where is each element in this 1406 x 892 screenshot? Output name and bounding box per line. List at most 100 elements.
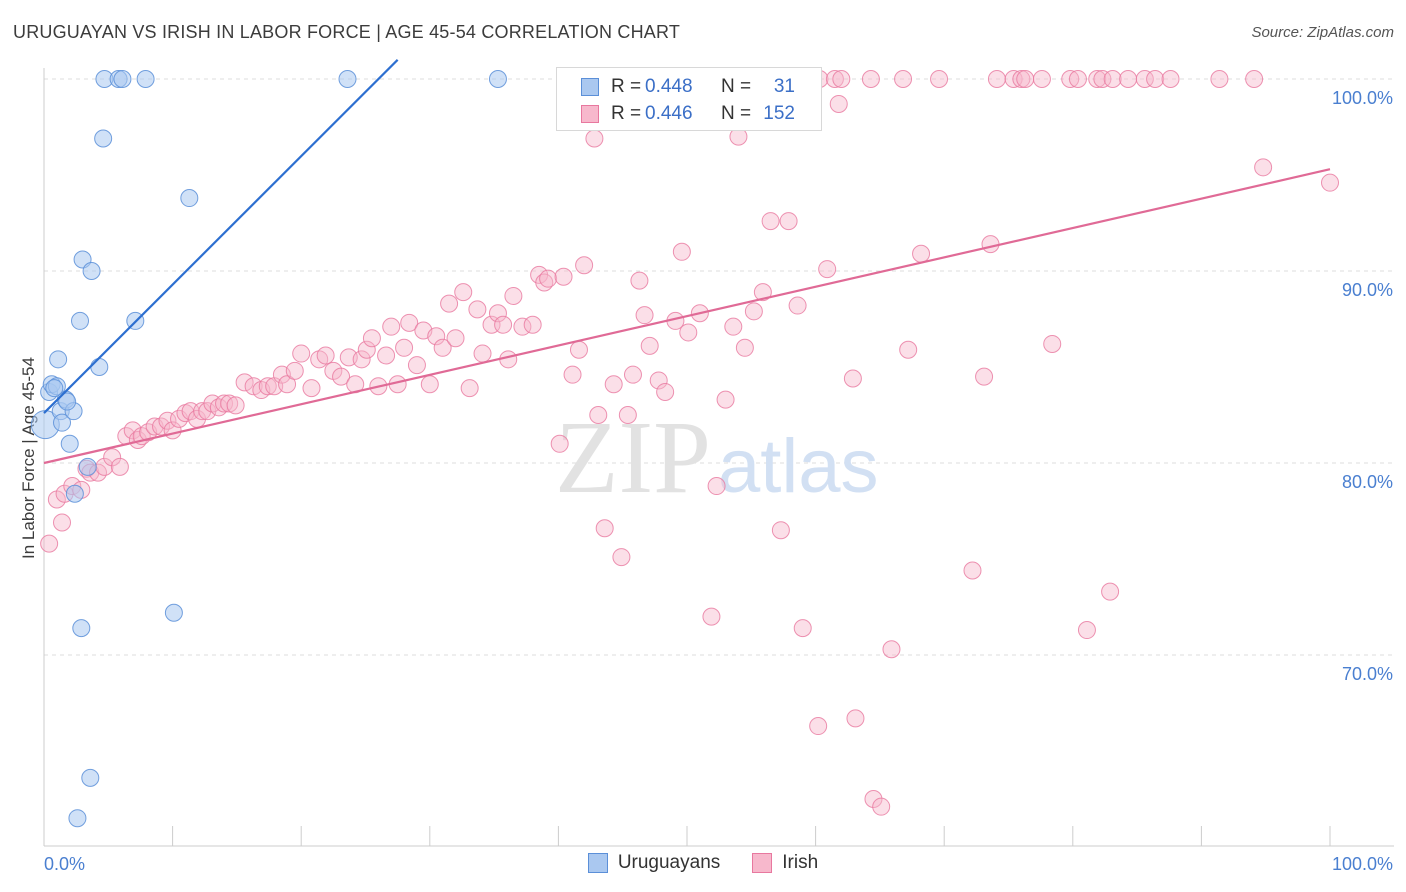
irish-point [569,340,588,359]
irish-point [1012,70,1031,88]
irish-point [1103,70,1122,88]
irish-point [612,548,631,567]
y-tick-label: 70.0% [1342,664,1393,684]
irish-point [623,365,642,384]
irish-point [793,619,812,638]
irish-point [753,283,772,302]
irish-point [618,406,637,424]
irish-point [488,304,507,323]
irish-point [963,561,982,580]
irish-point [771,521,790,540]
legend-row-uruguayans: R = 0.448 N = 31 [581,73,795,101]
irish-point [357,340,376,359]
n-value: 152 [763,103,795,124]
irish-point [1210,70,1229,88]
irish-point [460,379,479,398]
irish-point [302,379,321,398]
irish-point [220,394,239,413]
irish-point [899,340,918,359]
irish-point [40,534,59,553]
irish-point [395,338,414,357]
irish-legend-label: Irish [782,852,819,873]
irish-point [702,607,721,626]
n-label: N = [721,76,752,97]
irish-point [292,344,311,363]
irish-point [504,286,523,305]
irish-point [981,235,1000,254]
irish-point [832,70,851,88]
uruguayan-point [180,189,199,208]
irish-point [1032,70,1051,88]
y-tick-label: 90.0% [1342,280,1393,300]
irish-point [332,367,351,386]
irish-point [1146,70,1165,88]
r-label: R = [611,76,642,97]
irish-point [846,709,865,728]
irish-point [158,411,177,430]
irish-point [843,369,862,388]
r-value: 0.446 [645,103,693,124]
irish-point [630,271,649,290]
uruguayan-point [53,413,72,432]
irish-point [473,344,492,363]
irish-point [649,371,668,390]
irish-point [894,70,913,88]
stats-legend: R = 0.448 N = 31 R = 0.446 N = 152 [556,67,822,131]
irish-point [656,382,675,401]
r-value: 0.448 [645,76,693,97]
trend-lines [43,59,1331,465]
irish-point [829,94,848,113]
uruguayan-legend-label: Uruguayans [617,852,721,873]
uruguayan-trend-line [43,59,399,414]
irish-point [872,797,891,816]
irish-point [539,269,558,288]
irish-point [1119,70,1138,88]
irish-point [724,317,743,336]
uruguayan-point [81,768,100,787]
irish-point [1016,70,1035,88]
irish-point [679,323,698,342]
watermark-atlas: atlas [718,424,879,509]
gridlines [44,78,1394,656]
uruguayan-point [94,129,113,148]
irish-point [523,315,542,334]
irish-point [589,406,608,424]
legend-item-uruguayans[interactable]: Uruguayans [587,852,721,874]
n-value: 31 [773,76,795,97]
irish-point [278,375,297,394]
irish-point [440,294,459,313]
irish-point [930,70,949,88]
irish-point [550,434,569,453]
uruguayan-point [82,262,101,280]
irish-point [779,212,798,231]
irish-point [818,260,837,279]
y-tick-label: 100.0% [1332,88,1393,108]
irish-point [716,390,735,409]
x-tick-label-max: 100.0% [1332,854,1393,874]
uruguayan-point [65,484,84,503]
irish-point [285,361,304,380]
irish-point [1088,70,1107,88]
irish-point [235,373,254,392]
legend-item-irish[interactable]: Irish [752,852,818,874]
irish-point [987,70,1006,88]
uruguayan-point [49,350,68,369]
irish-point [258,377,277,396]
irish-point [454,283,473,302]
irish-point [707,477,726,496]
irish-point [382,317,401,336]
irish-point [1321,173,1339,192]
watermark-zip: ZIP [555,400,711,515]
irish-point [446,329,465,348]
y-tick-label: 80.0% [1342,472,1393,492]
irish-point [575,256,594,275]
irish-point [420,375,439,394]
irish-point [604,375,623,394]
irish-point [1254,158,1273,177]
irish-point [735,338,754,357]
irish-point [640,336,659,355]
irish-point [468,300,487,319]
uruguayan-swatch [581,78,599,96]
irish-point [595,519,614,538]
